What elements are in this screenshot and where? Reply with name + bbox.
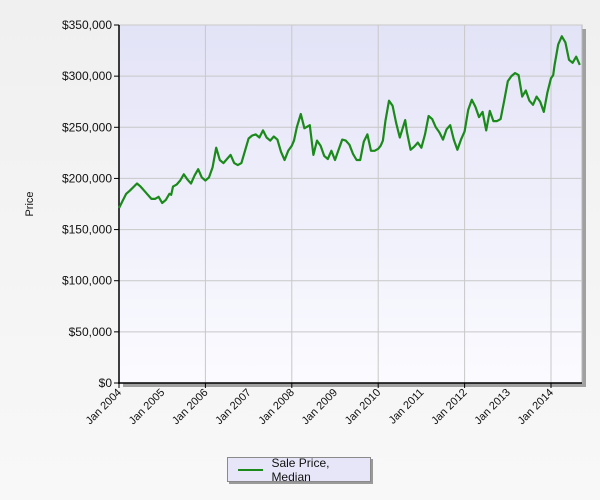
x-tick-label: Jan 2005 (127, 387, 167, 427)
series-line-sale-price-median (118, 35, 581, 209)
y-axis-title: Price (24, 191, 36, 216)
x-tick-label: Jan 2007 (213, 387, 253, 427)
y-tick-label: $350,000 (62, 18, 112, 32)
legend: Sale Price, Median (227, 455, 371, 484)
y-tick-label: $100,000 (62, 274, 112, 288)
plot-area (118, 24, 583, 384)
x-tick-label: Jan 2014 (516, 387, 556, 427)
x-tick-label: Jan 2008 (256, 387, 296, 427)
x-axis: Jan 2004 Jan 2005 Jan 2006 Jan 2007 Jan 2008… (84, 383, 556, 427)
x-tick-label: Jan 2012 (429, 387, 469, 427)
y-tick-label: $50,000 (69, 325, 113, 339)
x-tick-label: Jan 2004 (84, 387, 124, 427)
y-tick-label: $150,000 (62, 223, 112, 237)
y-tick-label: $0 (99, 376, 113, 390)
y-axis: $0 $50,000 $100,000 $150,000 $200,000 $250,00… (62, 18, 119, 390)
gridlines (119, 24, 582, 383)
x-tick-label: Jan 2011 (387, 387, 427, 427)
x-tick-label: Jan 2006 (170, 387, 210, 427)
x-tick-label: Jan 2010 (343, 387, 383, 427)
y-tick-label: $200,000 (62, 171, 112, 185)
legend-swatch-line-icon (238, 468, 264, 471)
y-tick-label: $300,000 (62, 69, 112, 83)
x-tick-label: Jan 2009 (300, 387, 340, 427)
y-tick-label: $250,000 (62, 120, 112, 134)
legend-label: Sale Price, Median (271, 455, 330, 484)
x-tick-label: Jan 2013 (472, 387, 512, 427)
